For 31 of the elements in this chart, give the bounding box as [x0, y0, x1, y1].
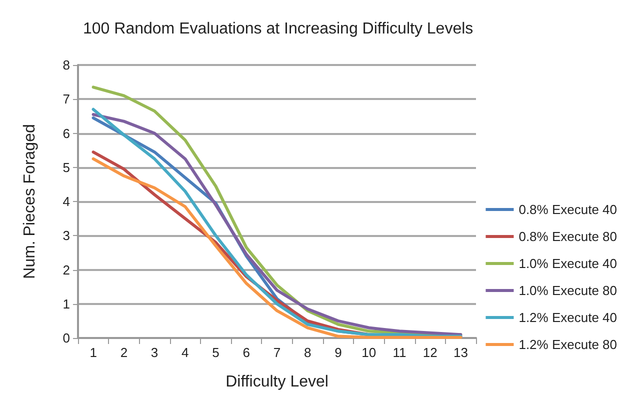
x-tick-label: 9	[334, 345, 342, 360]
x-tick-label: 13	[453, 345, 468, 360]
y-tick-label: 7	[62, 92, 70, 107]
x-tick-label: 3	[150, 345, 158, 360]
chart-title: 100 Random Evaluations at Increasing Difficulty Levels	[83, 20, 474, 38]
x-tick-label: 10	[362, 345, 376, 360]
x-tick-label: 8	[304, 345, 312, 360]
y-tick-label: 8	[62, 58, 70, 72]
y-axis-title: Num. Pieces Foraged	[22, 124, 38, 279]
x-tick-label: 12	[422, 345, 438, 360]
x-axis-title: Difficulty Level	[226, 374, 328, 390]
legend-label: 1.2% Execute 40	[518, 310, 618, 325]
y-tick-label: 5	[62, 160, 70, 175]
x-tick-label: 11	[392, 345, 406, 360]
x-tick-label: 1	[90, 345, 97, 360]
legend-label: 0.8% Execute 40	[518, 202, 618, 217]
legend-label: 1.0% Execute 40	[518, 256, 618, 271]
y-tick-label: 2	[62, 262, 70, 278]
x-tick-label: 7	[273, 345, 281, 360]
legend-label: 0.8% Execute 80	[518, 229, 618, 244]
y-tick-label: 0	[62, 330, 70, 346]
x-tick-label: 5	[212, 345, 220, 360]
y-tick-label: 1	[62, 296, 70, 312]
x-tick-label: 2	[120, 345, 128, 360]
x-tick-label: 6	[242, 345, 250, 360]
legend-label: 1.2% Execute 80	[518, 337, 618, 352]
y-tick-label: 3	[62, 228, 70, 244]
y-tick-label: 6	[62, 126, 70, 141]
y-tick-label: 4	[62, 194, 70, 209]
x-tick-label: 4	[182, 345, 189, 360]
legend-label: 1.0% Execute 80	[518, 283, 618, 298]
